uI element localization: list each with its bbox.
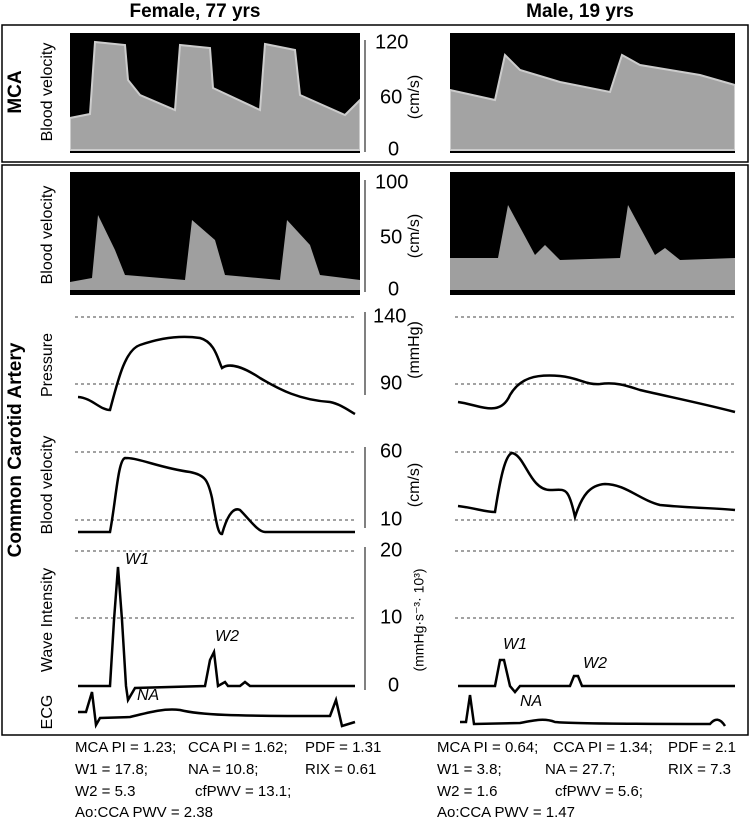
y-tick-label: 0 bbox=[388, 278, 399, 300]
stat: W1 = 3.8; bbox=[437, 761, 502, 778]
mca-box bbox=[1, 24, 749, 163]
stat: RIX = 7.3 bbox=[668, 761, 731, 778]
unit-label: (mmHg) bbox=[406, 321, 423, 379]
y-label: Blood velocity bbox=[39, 436, 56, 535]
stat: CCA PI = 1.34; bbox=[553, 739, 653, 756]
annotation: NA bbox=[520, 693, 542, 710]
y-tick-label: 120 bbox=[375, 31, 408, 53]
unit-label: (cm/s) bbox=[406, 214, 423, 258]
intensity-wave bbox=[78, 566, 355, 704]
pressure-wave bbox=[77, 335, 356, 416]
intensity-wave bbox=[458, 658, 735, 694]
y-tick-label: 90 bbox=[380, 372, 402, 394]
y-tick-label: 0 bbox=[388, 674, 399, 696]
column-title: Female, 77 yrs bbox=[130, 1, 261, 22]
annotation: W2 bbox=[215, 628, 239, 645]
y-tick-label: 20 bbox=[380, 539, 402, 561]
unit-label: (cm/s) bbox=[406, 75, 423, 119]
spectrogram-envelope bbox=[69, 40, 361, 151]
spectrogram-envelope bbox=[450, 205, 735, 290]
stat: cfPWV = 5.6; bbox=[555, 783, 643, 800]
cca-box bbox=[1, 164, 749, 736]
annotation: W1 bbox=[125, 551, 149, 568]
y-label: Blood velocity bbox=[39, 43, 56, 142]
y-tick-label: 0 bbox=[388, 138, 399, 160]
velocity-wave bbox=[457, 451, 736, 522]
y-tick-label: 10 bbox=[380, 606, 402, 628]
unit-label: (mmHg·s⁻³· 10³) bbox=[411, 568, 427, 671]
stat: W1 = 17.8; bbox=[75, 761, 148, 778]
stat: RIX = 0.61 bbox=[305, 761, 376, 778]
stat: W2 = 5.3 bbox=[75, 783, 135, 800]
stat: W2 = 1.6 bbox=[437, 783, 497, 800]
y-tick-label: 60 bbox=[380, 86, 402, 108]
stat: NA = 27.7; bbox=[545, 761, 615, 778]
stat: Ao:CCA PWV = 1.47 bbox=[437, 804, 575, 819]
ecg-wave bbox=[460, 694, 727, 727]
ecg-wave bbox=[78, 691, 356, 729]
velocity-wave bbox=[78, 456, 355, 536]
stat: cfPWV = 13.1; bbox=[195, 783, 291, 800]
stat: CCA PI = 1.62; bbox=[188, 739, 288, 756]
y-tick-label: 60 bbox=[380, 440, 402, 462]
annotation: W1 bbox=[503, 636, 527, 653]
y-tick-label: 140 bbox=[373, 305, 406, 327]
pressure-wave bbox=[457, 374, 736, 414]
stat: PDF = 2.1 bbox=[668, 739, 736, 756]
y-tick-label: 50 bbox=[380, 226, 402, 248]
unit-label: (cm/s) bbox=[406, 463, 423, 507]
y-label: Wave Intensity bbox=[39, 568, 56, 672]
stat: MCA PI = 0.64; bbox=[437, 739, 538, 756]
section-title: Common Carotid Artery bbox=[5, 342, 26, 557]
section-title: MCA bbox=[5, 70, 26, 114]
y-label: Pressure bbox=[39, 333, 56, 397]
spectrogram-envelope bbox=[449, 53, 736, 151]
stat: MCA PI = 1.23; bbox=[75, 739, 176, 756]
spectrogram-envelope bbox=[70, 215, 360, 290]
y-tick-label: 10 bbox=[380, 508, 402, 530]
annotation: W2 bbox=[583, 655, 607, 672]
y-label: Blood velocity bbox=[39, 186, 56, 285]
annotation: NA bbox=[137, 687, 159, 704]
stat: PDF = 1.31 bbox=[305, 739, 381, 756]
column-title: Male, 19 yrs bbox=[526, 1, 634, 22]
y-tick-label: 100 bbox=[375, 171, 408, 193]
stats: MCA PI = 1.23; CCA PI = 1.62; PDF = 1.31… bbox=[75, 739, 736, 819]
stat: NA = 10.8; bbox=[188, 761, 258, 778]
y-label: ECG bbox=[39, 695, 56, 730]
stat: Ao:CCA PWV = 2.38 bbox=[75, 804, 213, 819]
